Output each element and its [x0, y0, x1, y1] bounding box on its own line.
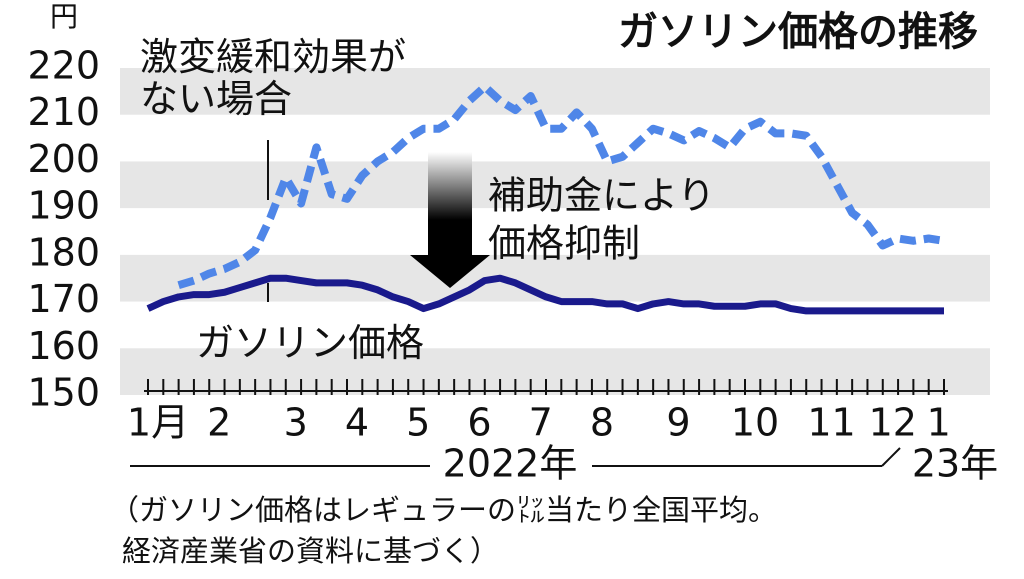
grid-band [120, 161, 990, 209]
y-tick-label: 170 [27, 277, 100, 321]
y-tick-label: 150 [27, 371, 100, 415]
series-label: ガソリン価格 [196, 321, 425, 365]
arrow [410, 152, 490, 288]
x-tick-label: 3 [284, 401, 308, 445]
annotation: 補助金により [488, 174, 715, 218]
x-tick-label: 4 [345, 401, 369, 445]
x-tick-label: 12 [869, 401, 917, 445]
y-tick-label: 220 [27, 44, 100, 88]
x-tick-label: 11 [807, 401, 855, 445]
x-tick-label: 1 [927, 401, 951, 445]
x-tick-label: 6 [467, 401, 491, 445]
y-tick-label: 180 [27, 230, 100, 274]
y-tick-label: 190 [27, 184, 100, 228]
series-line [177, 82, 945, 290]
x-tick-label: 7 [529, 401, 553, 445]
x-tick-label: 10 [731, 401, 779, 445]
year-label: 2022年 [443, 442, 578, 486]
note: 経済産業省の資料に基づく） [122, 534, 499, 568]
series-label: 激変緩和効果がない場合 [140, 35, 407, 121]
x-tick-label: 1月 [127, 401, 189, 445]
x-tick-label: 8 [590, 401, 614, 445]
series-line [146, 274, 944, 315]
grid-band [120, 348, 990, 395]
x-tick-label: 5 [406, 401, 430, 445]
year-line [881, 447, 901, 467]
annotation: 価格抑制 [488, 222, 640, 266]
x-tick-label: 2 [207, 401, 231, 445]
y-tick-label: 210 [27, 90, 100, 134]
y-unit: 円 [50, 0, 78, 33]
y-tick-label: 160 [27, 324, 100, 368]
note: （ガソリン価格はレギュラーの㍑当たり全国平均。 [110, 493, 777, 527]
grid-band [120, 68, 990, 115]
y-tick-label: 200 [27, 137, 100, 181]
x-tick-label: 9 [666, 401, 690, 445]
chart-title: ガソリン価格の推移 [618, 9, 978, 55]
year-label: 23年 [912, 442, 998, 486]
